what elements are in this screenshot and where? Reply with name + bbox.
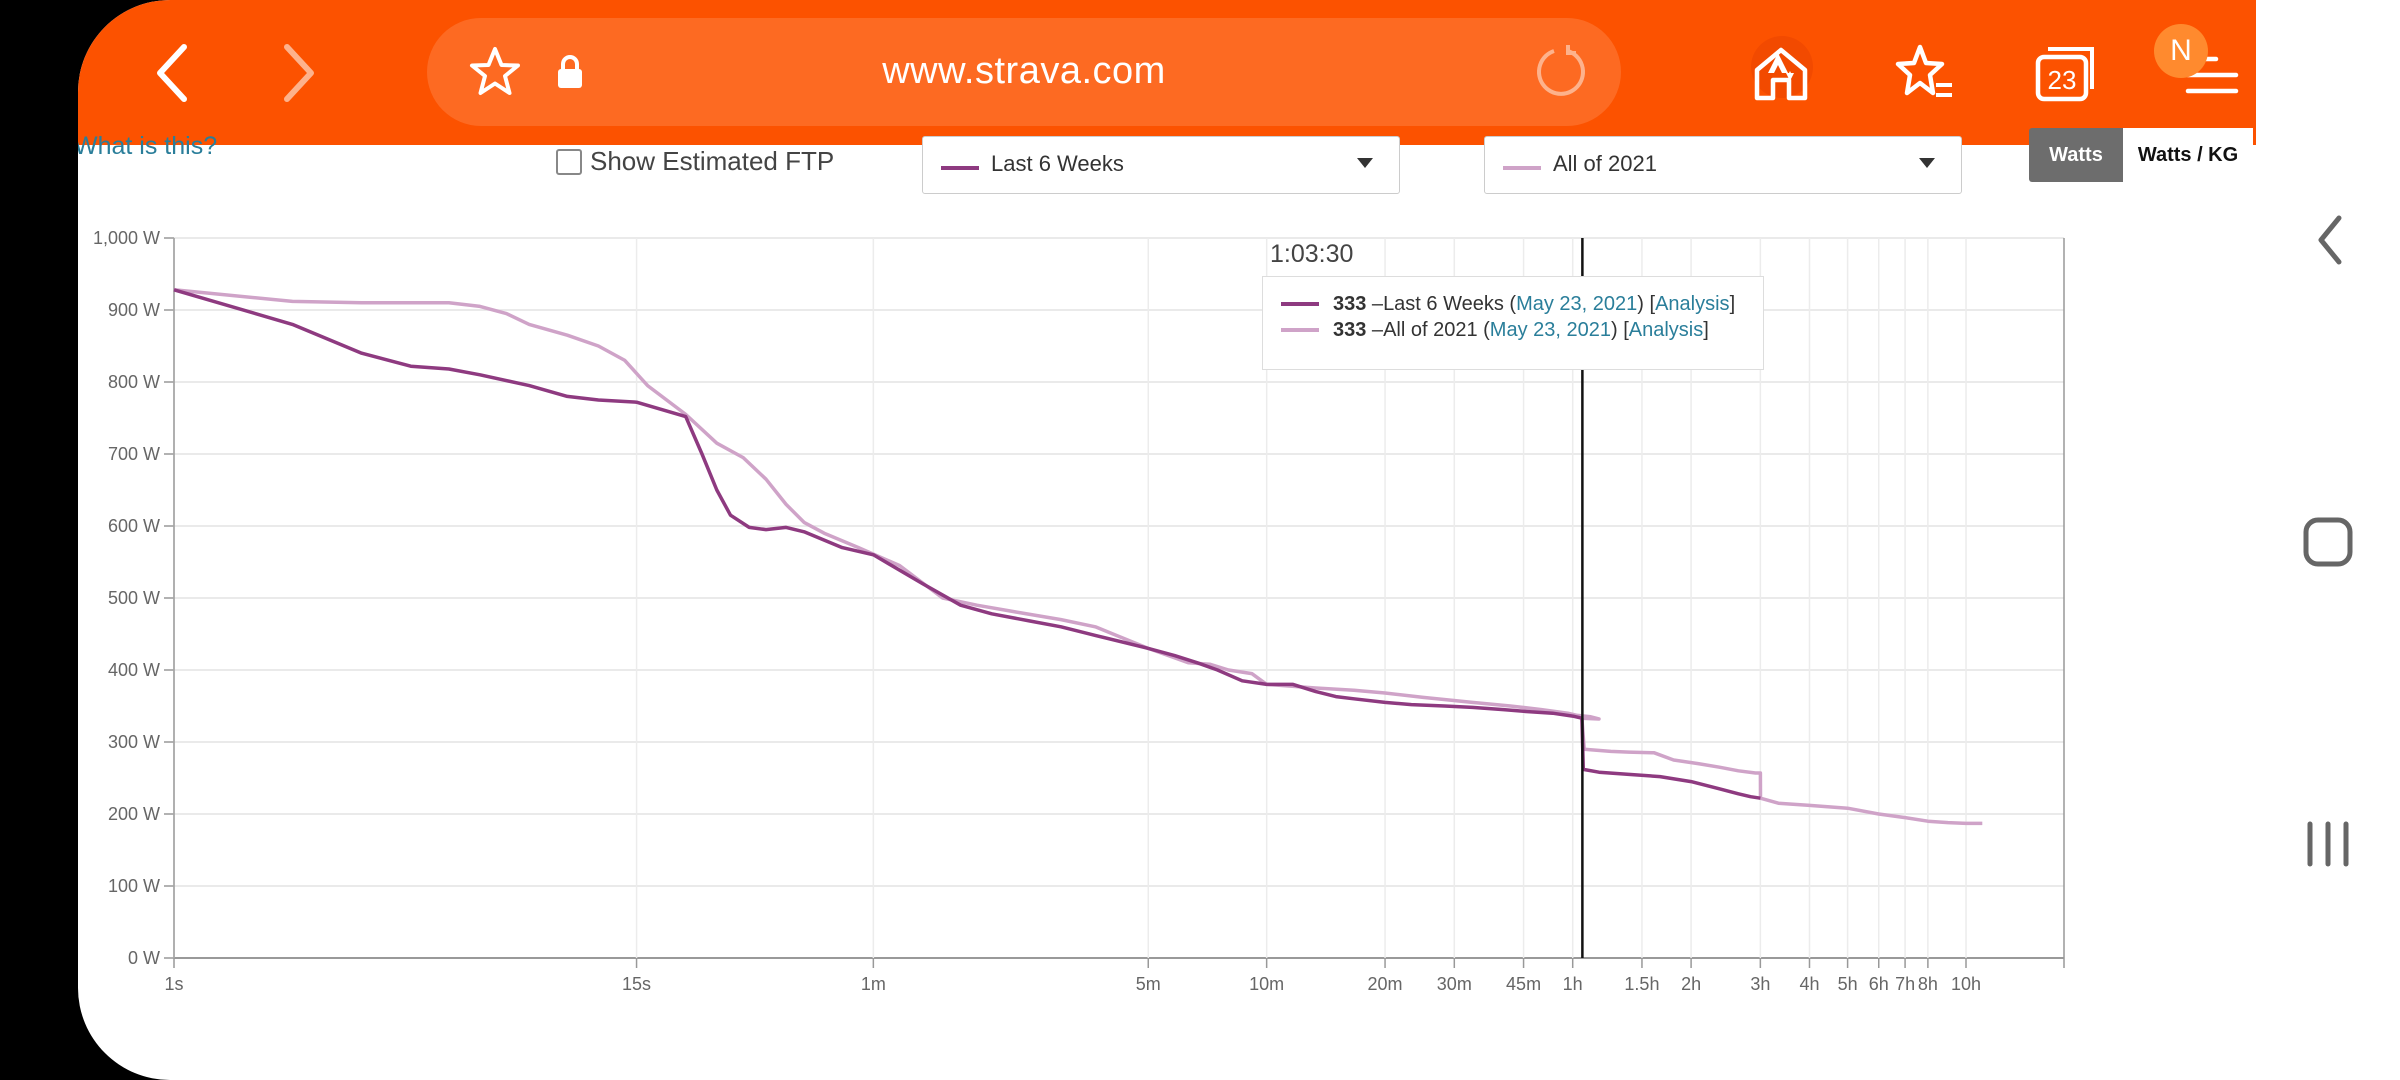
tooltip-value: 333 bbox=[1333, 292, 1367, 315]
x-tick-label: 1s bbox=[164, 974, 183, 994]
x-tick-label: 10h bbox=[1951, 974, 1981, 994]
chart-tooltip: 333 – Last 6 Weeks (May 23, 2021) [Analy… bbox=[1262, 276, 1764, 370]
x-tick-label: 6h bbox=[1869, 974, 1889, 994]
y-tick-label: 900 W bbox=[108, 300, 160, 320]
back-button[interactable] bbox=[137, 38, 207, 108]
browser-screen: 0 W 100 W 200 W 300 W 400 W 500 W 600 W 700 W 80… bbox=[78, 0, 2256, 1080]
y-tick-label: 500 W bbox=[108, 588, 160, 608]
chevron-left-icon bbox=[157, 44, 187, 102]
x-tick-label: 4h bbox=[1799, 974, 1819, 994]
y-tick-label: 300 W bbox=[108, 732, 160, 752]
system-recents-button[interactable] bbox=[2300, 816, 2356, 872]
system-navigation-bar bbox=[2256, 0, 2400, 1080]
secondary-range-value: All of 2021 bbox=[1553, 151, 1657, 176]
x-tick-label: 3h bbox=[1750, 974, 1770, 994]
x-tick-label: 1m bbox=[861, 974, 886, 994]
x-tick-label: 1h bbox=[1563, 974, 1583, 994]
primary-range-select[interactable]: Last 6 Weeks bbox=[922, 136, 1400, 194]
ftp-label: Show Estimated FTP bbox=[590, 146, 835, 176]
tooltip-analysis-link[interactable]: Analysis bbox=[1628, 318, 1704, 341]
x-tick-label: 1.5h bbox=[1624, 974, 1659, 994]
series-swatch bbox=[1281, 328, 1319, 332]
address-bar[interactable]: www.strava.com bbox=[427, 18, 1813, 126]
x-tick-label: 45m bbox=[1506, 974, 1541, 994]
tooltip-date-link[interactable]: May 23, 2021 bbox=[1516, 292, 1638, 315]
x-tick-label: 10m bbox=[1249, 974, 1284, 994]
square-icon bbox=[2303, 517, 2353, 567]
chevron-right-icon bbox=[284, 44, 314, 102]
y-tick-label: 400 W bbox=[108, 660, 160, 680]
tooltip-row: 333 – All of 2021 (May 23, 2021) [Analys… bbox=[1281, 317, 1709, 343]
lock-icon bbox=[555, 45, 585, 99]
url-text[interactable]: www.strava.com bbox=[882, 50, 1166, 92]
x-tick-label: 2h bbox=[1681, 974, 1701, 994]
y-tick-label: 200 W bbox=[108, 804, 160, 824]
reload-icon[interactable] bbox=[1531, 45, 1591, 99]
watts-button[interactable]: Watts bbox=[2029, 128, 2123, 182]
what-is-this-link[interactable]: What is this? bbox=[78, 132, 218, 160]
cursor-time-label: 1:03:30 bbox=[1270, 240, 1354, 268]
secondary-swatch bbox=[1503, 166, 1541, 170]
primary-range-value: Last 6 Weeks bbox=[991, 151, 1124, 176]
x-tick-label: 30m bbox=[1437, 974, 1472, 994]
series-swatch bbox=[1281, 302, 1319, 306]
power-curve-chart: 0 W 100 W 200 W 300 W 400 W 500 W 600 W 700 W 80… bbox=[93, 228, 2065, 994]
primary-swatch bbox=[941, 166, 979, 170]
tooltip-value: 333 bbox=[1333, 318, 1367, 341]
tooltip-series-name: Last 6 Weeks bbox=[1383, 292, 1504, 315]
system-home-button[interactable] bbox=[2302, 516, 2354, 568]
star-list-icon bbox=[1895, 44, 1952, 97]
ftp-checkbox[interactable] bbox=[556, 148, 582, 175]
tooltip-analysis-link[interactable]: Analysis bbox=[1655, 292, 1730, 315]
show-ftp-toggle[interactable]: Show Estimated FTP bbox=[556, 146, 834, 177]
x-tick-label: 5m bbox=[1136, 974, 1161, 994]
y-tick-label: 0 W bbox=[128, 948, 160, 968]
x-tick-label: 7h bbox=[1895, 974, 1915, 994]
watts-per-kg-button[interactable]: Watts / KG bbox=[2123, 128, 2253, 182]
x-tick-label: 15s bbox=[622, 974, 651, 994]
tab-count: 23 bbox=[2048, 65, 2077, 95]
y-tick-label: 700 W bbox=[108, 444, 160, 464]
system-back-button[interactable] bbox=[2310, 212, 2350, 268]
recents-icon bbox=[2307, 821, 2349, 867]
home-icon bbox=[1754, 47, 1808, 101]
series-line bbox=[173, 288, 1983, 826]
home-button[interactable] bbox=[1745, 38, 1817, 108]
chevron-left-icon bbox=[2318, 215, 2342, 265]
y-tick-label: 600 W bbox=[108, 516, 160, 536]
caret-down-icon bbox=[1919, 158, 1935, 168]
profile-badge[interactable]: N bbox=[2154, 24, 2208, 78]
x-tick-label: 5h bbox=[1838, 974, 1858, 994]
bookmarks-button[interactable] bbox=[1888, 38, 1960, 108]
tooltip-row: 333 – Last 6 Weeks (May 23, 2021) [Analy… bbox=[1281, 291, 1735, 317]
x-tick-label: 20m bbox=[1368, 974, 1403, 994]
caret-down-icon bbox=[1357, 158, 1373, 168]
browser-toolbar: www.strava.com 23 N bbox=[78, 0, 2256, 145]
bookmark-star-icon[interactable] bbox=[465, 45, 525, 99]
y-tick-label: 100 W bbox=[108, 876, 160, 896]
tabs-icon: 23 bbox=[2035, 47, 2094, 102]
x-tick-label: 8h bbox=[1918, 974, 1938, 994]
y-tick-label: 1,000 W bbox=[93, 228, 160, 248]
tooltip-series-name: All of 2021 bbox=[1383, 318, 1478, 341]
forward-button[interactable] bbox=[264, 38, 334, 108]
tooltip-date-link[interactable]: May 23, 2021 bbox=[1489, 318, 1611, 341]
secondary-range-select[interactable]: All of 2021 bbox=[1484, 136, 1962, 194]
tabs-button[interactable]: 23 bbox=[2030, 38, 2102, 108]
y-tick-label: 800 W bbox=[108, 372, 160, 392]
